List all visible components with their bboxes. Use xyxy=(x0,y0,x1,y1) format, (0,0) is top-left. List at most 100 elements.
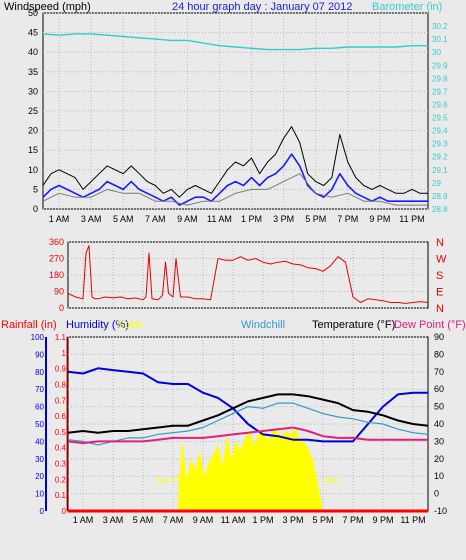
rainfall-y-ticks: 0 0.1 0.2 0.3 0.4 0.5 0.6 0.7 0.8 0.9 1 1.1 xyxy=(55,333,67,516)
wind-y-tick-label: 35 xyxy=(28,67,38,77)
series-dew_point xyxy=(67,426,428,445)
temperature-y-tick-label: 90 xyxy=(434,332,444,342)
series-gust xyxy=(42,126,428,198)
compass-tick-label: E xyxy=(436,287,443,299)
temperature-series xyxy=(67,367,429,513)
series-humidity xyxy=(67,367,428,443)
direction-y-tick-label: 90 xyxy=(54,287,64,297)
direction-y-ticks: 0 90 180 270 360 xyxy=(49,237,64,313)
compass-tick-label: W xyxy=(436,254,447,266)
barometer-y-tick-label: 29.5 xyxy=(432,114,448,123)
barometer-y-tick-label: 29.2 xyxy=(432,153,448,162)
x-tick-label: 3 PM xyxy=(273,214,294,224)
rainfall-y-tick-label: 0.2 xyxy=(55,475,67,484)
barometer-y-tick-label: 29.6 xyxy=(432,100,448,109)
series-direction xyxy=(67,245,429,304)
humidity-y-tick-label: 50 xyxy=(35,420,44,429)
x-tick-label: 7 PM xyxy=(342,515,363,525)
wind-series xyxy=(42,33,428,206)
wind-y-tick-label: 20 xyxy=(28,126,38,136)
x-tick-label: 5 AM xyxy=(113,214,134,224)
x-tick-label: 3 AM xyxy=(103,515,124,525)
rainfall-y-tick-label: 0 xyxy=(62,507,67,516)
rainfall-y-tick-label: 0.3 xyxy=(55,460,67,469)
direction-y-tick-label: 0 xyxy=(59,303,64,313)
x-tick-label: 11 PM xyxy=(400,515,425,525)
x-tick-label: 5 AM xyxy=(133,515,154,525)
rainfall-y-tick-label: 1 xyxy=(62,349,67,358)
barometer-y-tick-label: 30 xyxy=(432,48,441,57)
rainfall-axis-label: Rainfall (in) xyxy=(1,319,57,331)
humidity-y-tick-label: 40 xyxy=(35,437,44,446)
x-tick-label: 9 AM xyxy=(177,214,198,224)
rainfall-y-tick-label: 0.1 xyxy=(55,491,67,500)
humidity-y-tick-label: 60 xyxy=(35,403,44,412)
x-tick-label: 11 AM xyxy=(207,214,232,224)
wind-y-ticks: 0 5 10 15 20 25 30 35 40 45 50 xyxy=(28,8,38,214)
sunrise-label: Sun Rise xyxy=(156,475,193,485)
direction-y-tick-label: 270 xyxy=(49,254,64,264)
x-tick-label: 1 AM xyxy=(49,214,70,224)
sunset-label: Set xyxy=(324,475,338,485)
humidity-y-ticks: 0 10 20 30 40 50 60 70 80 90 100 xyxy=(31,333,45,516)
temperature-y-tick-label: -10 xyxy=(434,506,447,516)
x-tick-label: 3 AM xyxy=(81,214,102,224)
temperature-y-tick-label: 30 xyxy=(434,436,444,446)
compass-tick-label: N xyxy=(436,237,444,249)
wind-y-tick-label: 5 xyxy=(33,184,38,194)
temperature-y-tick-label: 50 xyxy=(434,402,444,412)
temperature-y-tick-label: 0 xyxy=(434,489,439,499)
temperature-y-tick-label: 20 xyxy=(434,454,444,464)
wind-y-tick-label: 25 xyxy=(28,106,38,116)
direction-series xyxy=(67,245,429,304)
wind-panel-grid xyxy=(43,12,428,210)
barometer-y-tick-label: 29.1 xyxy=(432,166,448,175)
direction-y-tick-label: 360 xyxy=(49,237,64,247)
humidity-y-tick-label: 70 xyxy=(35,385,44,394)
temperature-x-ticks: 1 AM 3 AM 5 AM 7 AM 9 AM 11 AM 1 PM 3 PM 5 PM 7 P… xyxy=(73,515,426,525)
x-tick-label: 5 PM xyxy=(305,214,326,224)
barometer-axis-label: Barometer (in) xyxy=(372,1,442,13)
barometer-y-tick-label: 30.2 xyxy=(432,22,448,31)
barometer-y-tick-label: 29.4 xyxy=(432,127,448,136)
compass-tick-label: N xyxy=(436,303,444,315)
direction-y-tick-label: 180 xyxy=(49,270,64,280)
barometer-y-tick-label: 28.8 xyxy=(432,205,448,214)
temperature-y-tick-label: 70 xyxy=(434,367,444,377)
humidity-y-tick-label: 100 xyxy=(31,333,45,342)
humidity-y-tick-label: 20 xyxy=(35,472,44,481)
x-tick-label: 9 PM xyxy=(372,515,393,525)
temperature-y-tick-label: 40 xyxy=(434,419,444,429)
compass-tick-label: S xyxy=(436,270,443,282)
series-avg xyxy=(42,173,428,206)
barometer-y-ticks: 28.8 28.9 29 29.1 29.2 29.3 29.4 29.5 29.6 29.7 29… xyxy=(432,22,448,214)
temperature-y-ticks: -10 0 10 20 30 40 50 60 70 80 90 xyxy=(434,332,447,516)
temperature-axis-label: Temperature (°F) xyxy=(312,319,395,331)
humidity-y-tick-label: 80 xyxy=(35,368,44,377)
wind-y-tick-label: 0 xyxy=(33,204,38,214)
barometer-y-tick-label: 29 xyxy=(432,179,441,188)
wind-y-tick-label: 50 xyxy=(28,8,38,18)
humidity-y-tick-label: 90 xyxy=(35,350,44,359)
wind-y-tick-label: 10 xyxy=(28,165,38,175)
rainfall-y-tick-label: 0.5 xyxy=(55,428,67,437)
humidity-y-tick-label: 0 xyxy=(40,507,45,516)
temperature-y-tick-label: 80 xyxy=(434,349,444,359)
x-tick-label: 5 PM xyxy=(312,515,333,525)
x-tick-label: 7 PM xyxy=(337,214,358,224)
x-tick-label: 9 PM xyxy=(369,214,390,224)
barometer-y-tick-label: 29.8 xyxy=(432,74,448,83)
humidity-y-tick-label: 30 xyxy=(35,455,44,464)
wind-y-tick-label: 45 xyxy=(28,28,38,38)
series-solar xyxy=(177,427,323,511)
series-barometer xyxy=(42,33,428,51)
solar-axis-label: Solar xyxy=(117,319,143,331)
barometer-y-tick-label: 29.9 xyxy=(432,61,448,70)
wind-y-tick-label: 15 xyxy=(28,145,38,155)
barometer-y-tick-label: 28.9 xyxy=(432,192,448,201)
wind-axis-label: Windspeed (mph) xyxy=(4,1,91,13)
x-tick-label: 9 AM xyxy=(193,515,214,525)
rainfall-y-tick-label: 0.9 xyxy=(55,365,67,374)
